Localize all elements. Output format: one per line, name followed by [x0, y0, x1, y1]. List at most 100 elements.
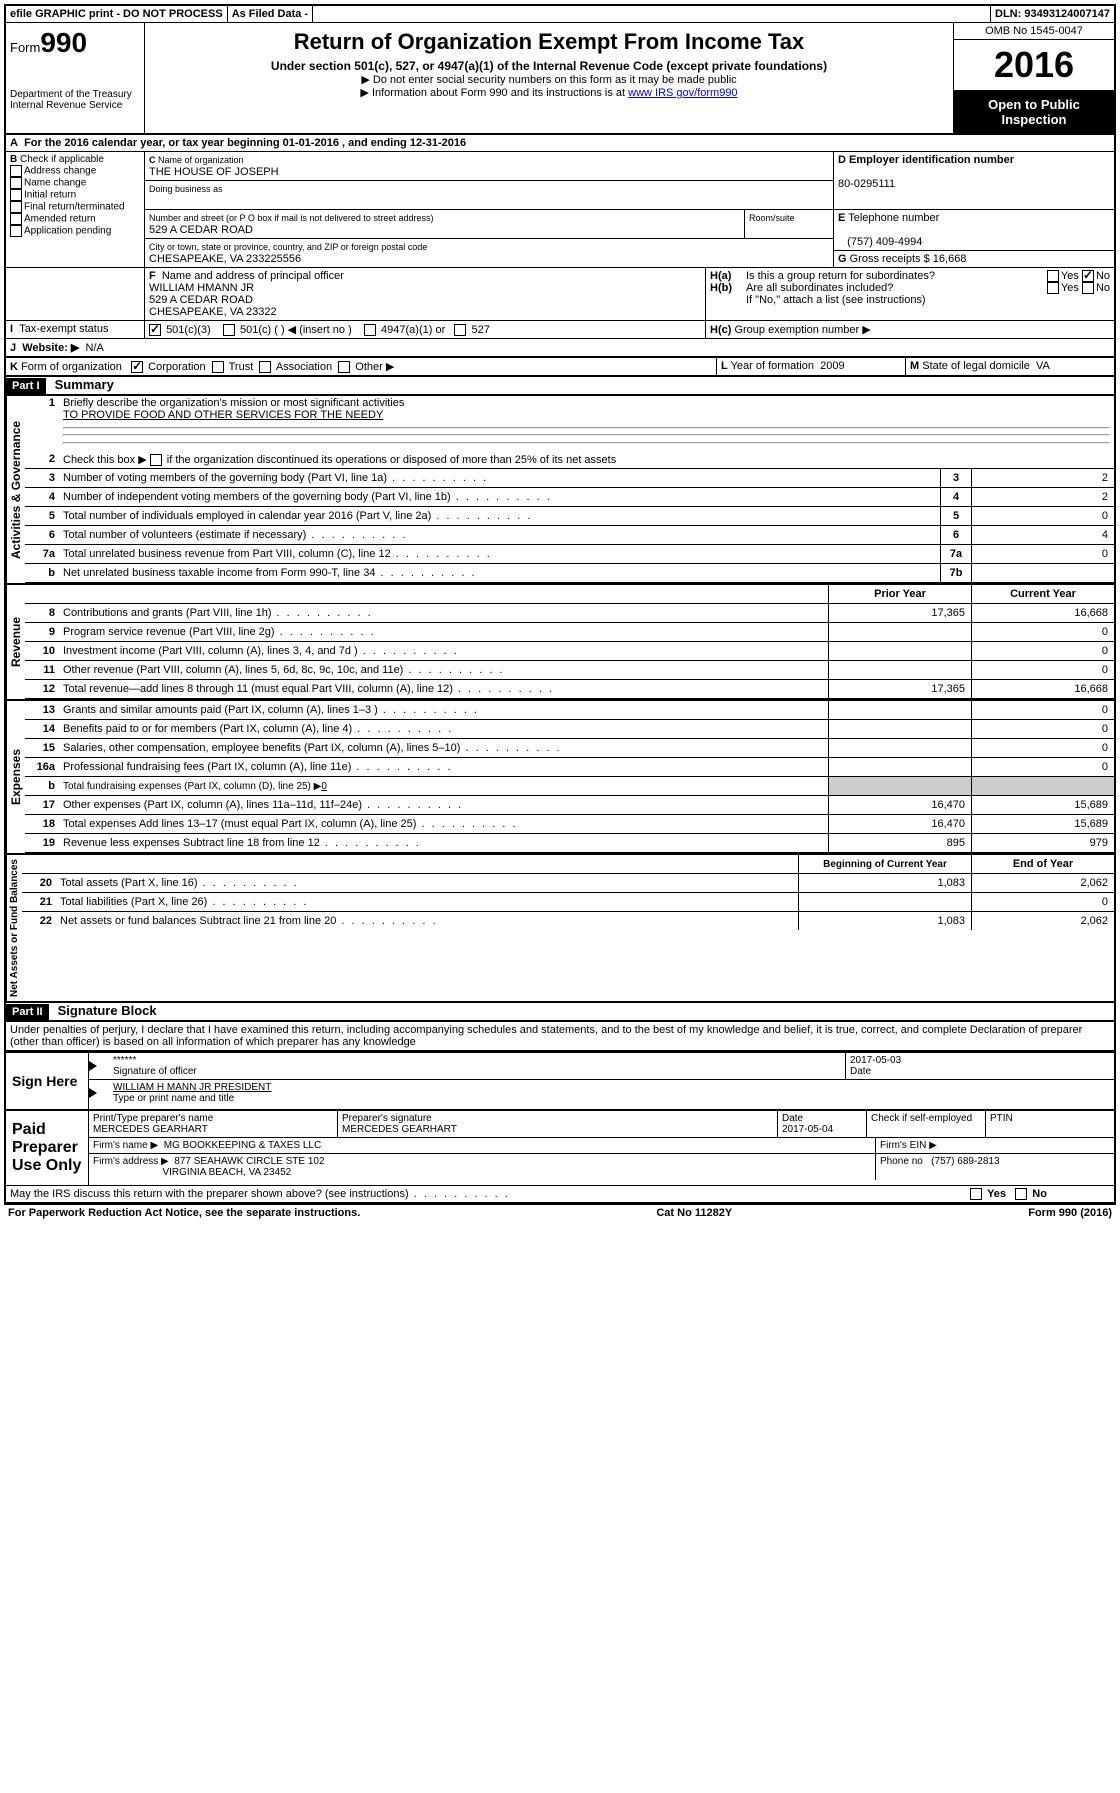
street-value: 529 A CEDAR ROAD [149, 224, 253, 236]
prior-year-header: Prior Year [828, 585, 971, 603]
gross-row: G Gross receipts $ 16,668 [834, 251, 1114, 267]
ptin-label: PTIN [990, 1113, 1013, 1124]
checkbox-ha-no[interactable] [1082, 270, 1094, 282]
firm-ein-label: Firm's EIN ▶ [876, 1138, 1114, 1153]
ha-text: Is this a group return for subordinates? [746, 270, 1047, 282]
hb-text: Are all subordinates included? [746, 282, 1047, 294]
l1-label: Briefly describe the organization's miss… [63, 397, 404, 409]
perjury-declaration: Under penalties of perjury, I declare th… [6, 1022, 1114, 1051]
section-b: B Check if applicable Address change Nam… [6, 152, 145, 267]
line-7b: b Net unrelated business taxable income … [25, 564, 1114, 583]
identity-block: B Check if applicable Address change Nam… [6, 152, 1114, 268]
prep-date-label: Date [782, 1113, 803, 1124]
checkbox-name-change[interactable] [10, 177, 22, 189]
part1-title: Summary [49, 375, 120, 394]
ein-row: D Employer identification number 80-0295… [834, 152, 1114, 210]
prep-name-label: Print/Type preparer's name [93, 1113, 213, 1124]
checkbox-discuss-no[interactable] [1015, 1188, 1027, 1200]
officer-name: WILLIAM HMANN JR [149, 282, 254, 294]
net-line-21: 21 Total liabilities (Part X, line 26) 0 [22, 893, 1114, 912]
rev-line-11: 11 Other revenue (Part VIII, column (A),… [25, 661, 1114, 680]
asfiled-text: As Filed Data - [228, 6, 313, 22]
hb-no: No [1096, 282, 1110, 294]
form-title: Return of Organization Exempt From Incom… [153, 29, 945, 55]
rev-line-12: 12 Total revenue—add lines 8 through 11 … [25, 680, 1114, 699]
exp-line-19: 19 Revenue less expenses Subtract line 1… [25, 834, 1114, 853]
sig-date-label: Date [850, 1066, 871, 1077]
phone-value: (757) 409-4994 [847, 236, 922, 248]
checkbox-other[interactable] [338, 361, 350, 373]
section-a: A For the 2016 calendar year, or tax yea… [6, 135, 1114, 152]
ha-no: No [1096, 270, 1110, 282]
arrow-icon [89, 1088, 97, 1098]
vlabel-rev: Revenue [6, 585, 25, 699]
type-name-label: Type or print name and title [113, 1093, 234, 1104]
note-instructions: ▶ Information about Form 990 and its ins… [153, 86, 945, 99]
checkbox-trust[interactable] [212, 361, 224, 373]
checkbox-final-return[interactable] [10, 201, 22, 213]
hb-note: If "No," attach a list (see instructions… [710, 294, 1110, 306]
part1-label: Part I [6, 378, 46, 394]
domicile-state: VA [1036, 360, 1050, 372]
officer-street: 529 A CEDAR ROAD [149, 294, 253, 306]
discuss-row: May the IRS discuss this return with the… [6, 1185, 1114, 1203]
checkbox-hb-yes[interactable] [1047, 282, 1059, 294]
exp-line-13: 13 Grants and similar amounts paid (Part… [25, 701, 1114, 720]
firm-addr1: 877 SEAHAWK CIRCLE STE 102 [174, 1156, 324, 1167]
checkbox-initial-return[interactable] [10, 189, 22, 201]
tax-year: 2016 [954, 40, 1114, 91]
page-footer: For Paperwork Reduction Act Notice, see … [4, 1205, 1116, 1221]
checkbox-pending[interactable] [10, 225, 22, 237]
net-assets-section: Net Assets or Fund Balances Beginning of… [6, 855, 1114, 1003]
spacer [313, 6, 991, 22]
discuss-text: May the IRS discuss this return with the… [10, 1188, 409, 1200]
checkbox-assoc[interactable] [259, 361, 271, 373]
header-left: Form990 Department of the Treasury Inter… [6, 23, 145, 133]
net-body: Beginning of Current Year End of Year 20… [22, 855, 1114, 1001]
opt-address-change: Address change [24, 166, 96, 177]
checkbox-hb-no[interactable] [1082, 282, 1094, 294]
form-990: efile GRAPHIC print - DO NOT PROCESS As … [4, 4, 1116, 1205]
dept-treasury: Department of the Treasury [10, 89, 140, 100]
opt-amended: Amended return [24, 214, 96, 225]
checkbox-501c3[interactable] [149, 324, 161, 336]
d-label: Employer identification number [849, 154, 1014, 166]
checkbox-address-change[interactable] [10, 165, 22, 177]
form-num: 990 [40, 27, 87, 58]
checkbox-amended[interactable] [10, 213, 22, 225]
opt-527: 527 [471, 324, 489, 336]
exp-line-18: 18 Total expenses Add lines 13–17 (must … [25, 815, 1114, 834]
section-c: C Name of organization THE HOUSE OF JOSE… [145, 152, 833, 267]
discuss-yes: Yes [987, 1188, 1006, 1200]
city-value: CHESAPEAKE, VA 233225556 [149, 253, 301, 265]
irs-link[interactable]: www IRS gov/form990 [628, 87, 737, 99]
checkbox-4947[interactable] [364, 324, 376, 336]
checkbox-501c[interactable] [223, 324, 235, 336]
line-3: 3 Number of voting members of the govern… [25, 469, 1114, 488]
checkbox-ha-yes[interactable] [1047, 270, 1059, 282]
exp-line-17: 17 Other expenses (Part IX, column (A), … [25, 796, 1114, 815]
rev-line-8: 8 Contributions and grants (Part VIII, l… [25, 604, 1114, 623]
checkbox-527[interactable] [454, 324, 466, 336]
sign-here-block: Sign Here ****** Signature of officer 20… [6, 1051, 1114, 1109]
checkbox-discontinued[interactable] [150, 454, 162, 466]
opt-501c3: 501(c)(3) [166, 324, 211, 336]
line-4: 4 Number of independent voting members o… [25, 488, 1114, 507]
hc-text: Group exemption number ▶ [734, 324, 870, 336]
sig-stars: ****** [113, 1055, 136, 1066]
vlabel-net: Net Assets or Fund Balances [6, 855, 22, 1001]
exp-body: 13 Grants and similar amounts paid (Part… [25, 701, 1114, 853]
checkbox-corp[interactable] [131, 361, 143, 373]
header-mid: Return of Organization Exempt From Incom… [145, 23, 953, 133]
fh-block: F Name and address of principal officer … [6, 268, 1114, 321]
part2-header: Part II Signature Block [6, 1003, 1114, 1022]
ag-body: 1 Briefly describe the organization's mi… [25, 396, 1114, 583]
i-label: Tax-exempt status [19, 323, 108, 335]
form-subtitle: Under section 501(c), 527, or 4947(a)(1)… [153, 59, 945, 73]
vlabel-ag: Activities & Governance [6, 396, 25, 583]
check-self-employed: Check if self-employed [871, 1113, 972, 1124]
city-row: City or town, state or province, country… [145, 239, 833, 267]
exp-line-14: 14 Benefits paid to or for members (Part… [25, 720, 1114, 739]
revenue-section: Revenue Prior Year Current Year 8 Contri… [6, 585, 1114, 701]
checkbox-discuss-yes[interactable] [970, 1188, 982, 1200]
